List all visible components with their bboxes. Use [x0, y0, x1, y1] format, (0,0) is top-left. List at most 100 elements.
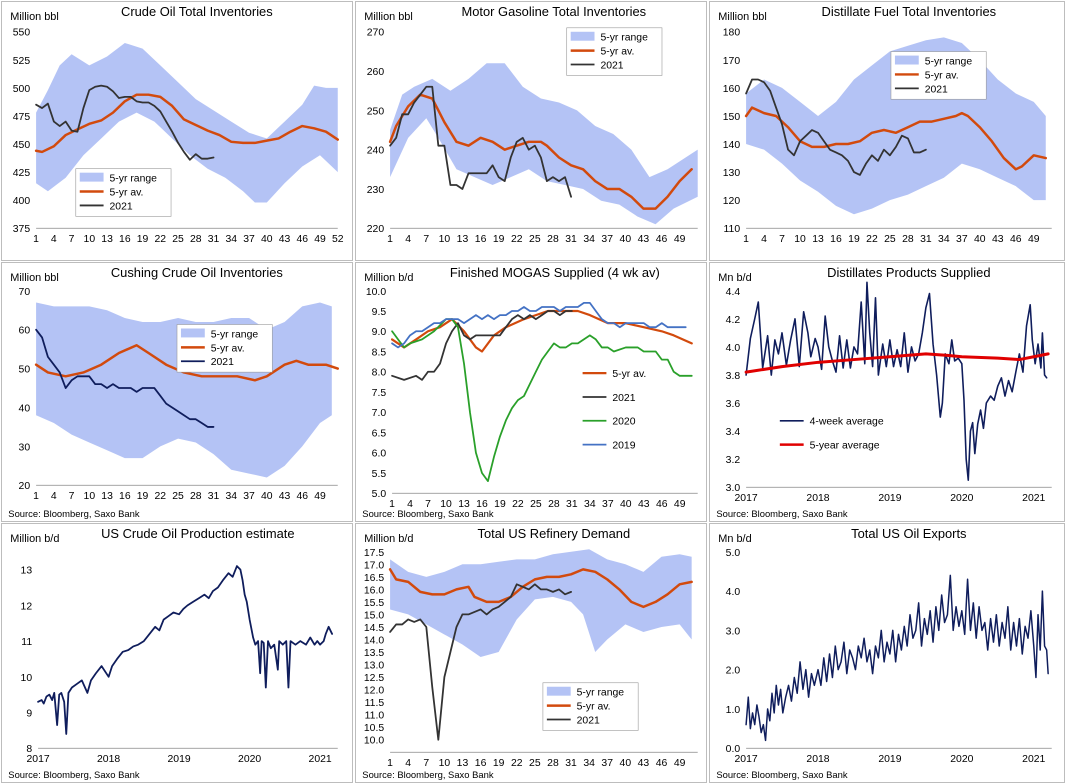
legend-label: 2021	[612, 393, 635, 404]
y-tick-label: 7.5	[372, 388, 387, 399]
x-tick-label: 37	[243, 491, 255, 502]
chart-panel-7: US Crude Oil Production estimate Million …	[1, 523, 353, 783]
y-tick-label: 16.5	[364, 573, 384, 584]
source-note: Source: Bloomberg, Saxo Bank	[362, 508, 494, 519]
legend-label: 2021	[211, 357, 234, 368]
x-tick-label: 16	[119, 234, 131, 245]
y-tick-label: 50	[19, 365, 31, 376]
chart-svg: Distillates Products Supplied Mn b/d 3.0 3.…	[716, 265, 1052, 519]
y-axis-unit: Million bbl	[10, 11, 59, 23]
x-tick-label: 2017	[735, 493, 758, 504]
y-axis-unit: Mn b/d	[718, 272, 751, 284]
chart-panel-8: Total US Refinery Demand Million b/d 10.0 1…	[355, 523, 707, 783]
legend-label: 5-yr av.	[577, 702, 611, 713]
x-tick-label: 25	[529, 234, 541, 245]
legend-label: 5-yr range	[211, 329, 259, 340]
legend-label: 5-yr av.	[211, 343, 245, 354]
x-tick-label: 37	[601, 234, 613, 245]
x-tick-label: 2020	[238, 754, 261, 765]
x-tick-label: 28	[190, 491, 202, 502]
chart-title: Motor Gasoline Total Inventories	[462, 4, 647, 19]
y-tick-label: 110	[724, 224, 741, 235]
x-tick-label: 25	[172, 491, 184, 502]
y-tick-label: 60	[19, 326, 31, 337]
series-line-0	[745, 574, 1049, 742]
x-tick-label: 46	[1010, 234, 1022, 245]
x-tick-label: 46	[656, 234, 668, 245]
y-tick-label: 120	[723, 196, 741, 207]
y-tick-label: 500	[13, 84, 31, 95]
x-tick-label: 2018	[806, 493, 829, 504]
legend-label: 5-yr av.	[612, 369, 646, 380]
y-tick-label: 8	[26, 744, 32, 755]
legend-label: 2020	[612, 417, 635, 428]
x-tick-label: 16	[475, 234, 487, 245]
y-tick-label: 15.5	[364, 598, 384, 609]
y-tick-label: 4.0	[726, 587, 741, 598]
x-tick-label: 34	[225, 491, 237, 502]
x-tick-label: 19	[493, 758, 505, 769]
x-tick-label: 19	[137, 234, 149, 245]
y-tick-label: 10	[21, 673, 33, 684]
x-tick-label: 1	[33, 491, 39, 502]
y-tick-label: 13.5	[364, 648, 384, 659]
x-tick-label: 22	[512, 499, 524, 510]
x-tick-label: 1	[743, 234, 749, 245]
y-tick-label: 525	[13, 56, 31, 67]
x-tick-label: 4	[761, 234, 767, 245]
x-tick-label: 49	[314, 234, 326, 245]
y-tick-label: 9.0	[372, 327, 387, 338]
x-tick-label: 16	[475, 758, 487, 769]
series-line-2021	[389, 85, 572, 198]
x-tick-label: 19	[848, 234, 860, 245]
x-tick-label: 2018	[806, 754, 829, 765]
chart-title: Total US Refinery Demand	[478, 526, 631, 541]
y-axis-unit: Million bbl	[10, 272, 59, 284]
x-tick-label: 25	[530, 499, 542, 510]
y-tick-label: 8.5	[372, 347, 387, 358]
x-tick-label: 10	[439, 234, 451, 245]
series-line-2020	[391, 318, 693, 483]
y-tick-label: 400	[13, 196, 31, 207]
y-tick-label: 17.0	[364, 560, 384, 571]
x-tick-label: 43	[638, 234, 650, 245]
series-line-5-year-average	[744, 352, 1050, 374]
x-tick-label: 2019	[878, 493, 901, 504]
x-tick-label: 10	[794, 234, 806, 245]
source-note: Source: Bloomberg, Saxo Bank	[8, 769, 140, 780]
x-tick-label: 2018	[97, 754, 120, 765]
x-tick-label: 34	[583, 234, 595, 245]
x-tick-label: 34	[225, 234, 237, 245]
y-tick-label: 12	[21, 601, 33, 612]
y-tick-label: 11	[21, 637, 32, 648]
series-line-5-yr-av-	[390, 309, 693, 353]
y-tick-label: 250	[367, 106, 385, 117]
x-tick-label: 49	[674, 758, 686, 769]
x-tick-label: 10	[84, 491, 96, 502]
y-tick-label: 5.0	[372, 489, 387, 500]
x-tick-label: 10	[439, 758, 451, 769]
series-line-5-yr-av-	[744, 106, 1048, 171]
y-axis-unit: Million b/d	[364, 272, 413, 284]
legend-label: 2021	[925, 84, 948, 95]
x-tick-label: 43	[638, 499, 650, 510]
x-tick-label: 49	[674, 234, 686, 245]
y-tick-label: 240	[367, 146, 385, 157]
legend-swatch	[180, 328, 205, 338]
chart-svg: Distillate Fuel Total Inventories Million…	[718, 4, 1052, 245]
x-tick-label: 22	[511, 234, 523, 245]
x-tick-label: 13	[457, 758, 469, 769]
x-tick-label: 7	[425, 499, 431, 510]
y-tick-label: 450	[13, 140, 31, 151]
x-tick-label: 7	[69, 234, 75, 245]
series-line-2021	[391, 310, 573, 381]
chart-title: Finished MOGAS Supplied (4 wk av)	[450, 265, 660, 280]
x-tick-label: 28	[548, 499, 560, 510]
y-tick-label: 6.0	[372, 449, 387, 460]
series-line-4-week-average	[745, 281, 1048, 482]
y-tick-label: 130	[723, 168, 741, 179]
chart-title: Distillates Products Supplied	[827, 265, 990, 280]
x-tick-label: 40	[620, 758, 632, 769]
x-tick-label: 49	[674, 499, 686, 510]
